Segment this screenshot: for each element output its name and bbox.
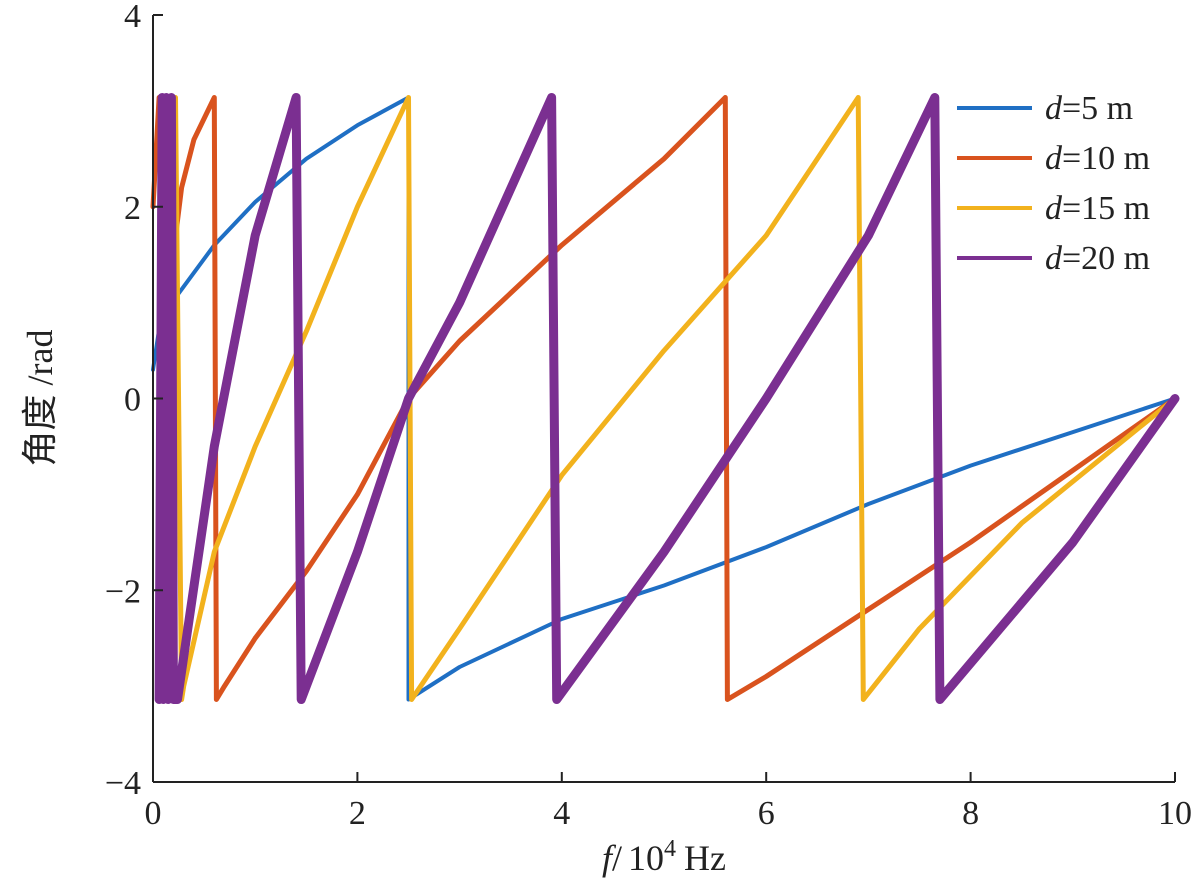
x-axis-unit-prefix: 10 [628,838,664,878]
x-axis-sep: / [612,838,622,878]
x-axis-unit-suffix: Hz [684,838,726,878]
x-tick-label: 8 [962,795,979,832]
x-tick-label: 2 [349,795,366,832]
series-line-3 [155,95,1178,702]
legend-label-2: d=10 m [1045,140,1150,177]
legend-label-4: d=20 m [1045,240,1150,277]
series-line-4 [154,93,1180,704]
y-tick-label: 2 [124,190,141,227]
x-tick-label: 4 [553,795,570,832]
ticks-layer: 0 2 4 6 8 10 −4 −2 0 2 4 [105,0,1192,832]
legend-label-1: d=5 m [1045,90,1133,127]
y-tick-label: 0 [124,382,141,419]
series-layer [150,93,1180,704]
series-line-1 [151,95,1177,702]
x-axis-unit-exp: 4 [664,836,676,862]
y-axis-title: 角度 /rad [20,330,60,467]
x-tick-label: 10 [1158,795,1192,832]
y-tick-label: −2 [105,573,141,610]
x-tick-label: 6 [758,795,775,832]
y-tick-label: 4 [124,0,141,35]
legend: d=5 m d=10 m d=15 m d=20 m [957,90,1150,277]
x-tick-label: 0 [145,795,162,832]
legend-label-3: d=15 m [1045,190,1150,227]
x-axis-title: f/104 Hz [602,836,726,878]
y-tick-label: −4 [105,765,141,802]
